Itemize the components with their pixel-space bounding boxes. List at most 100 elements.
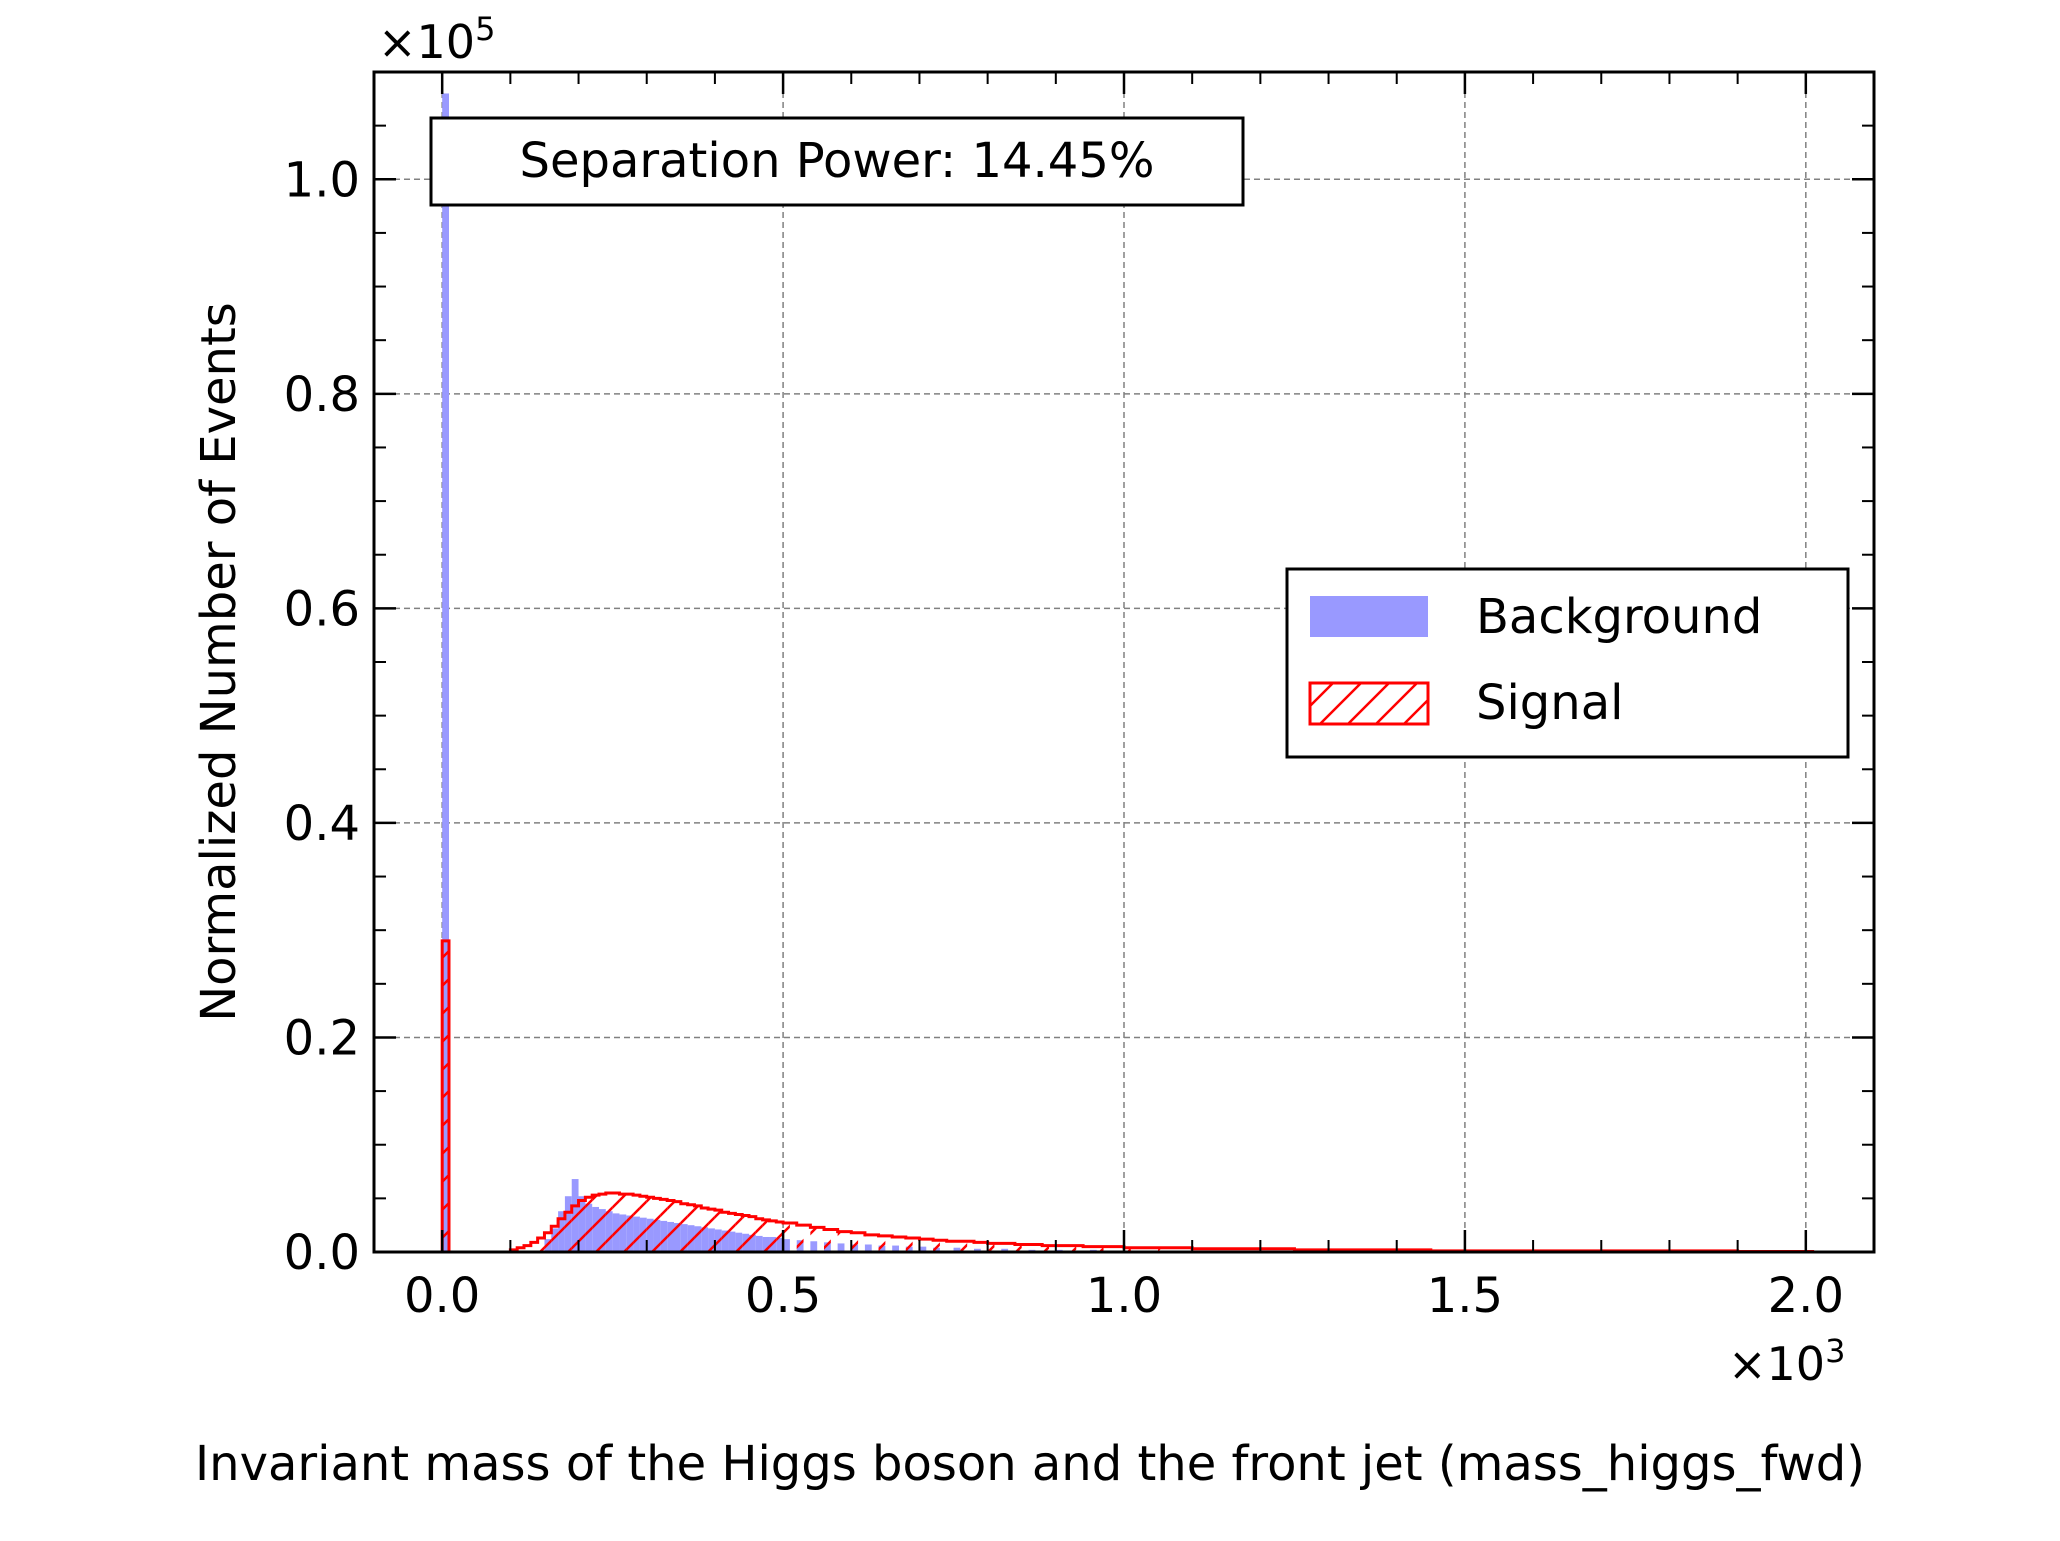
signal-bar (824, 1229, 831, 1252)
signal-bar (810, 1227, 818, 1252)
signal-bar (1158, 1247, 1165, 1252)
signal-bar (1124, 1247, 1131, 1252)
signal-bar (701, 1208, 709, 1252)
y-tick-label: 1.0 (284, 152, 360, 208)
signal-bar (537, 1238, 545, 1252)
signal-bar (442, 940, 449, 1252)
signal-bar (694, 1205, 702, 1252)
signal-bar (974, 1242, 981, 1252)
signal-bar (769, 1220, 777, 1252)
signal-bar (639, 1196, 647, 1252)
x-tick-label: 1.5 (1427, 1268, 1503, 1324)
signal-bar (680, 1203, 688, 1252)
signal-bar (571, 1205, 579, 1252)
signal-bar (667, 1200, 674, 1252)
legend: Background Signal (1285, 567, 1850, 759)
signal-bar (728, 1213, 736, 1252)
signal-bar (933, 1240, 940, 1252)
legend-swatch-background (1310, 596, 1428, 637)
signal-bar (714, 1210, 722, 1252)
x-axis-label: Invariant mass of the Higgs boson and th… (195, 1436, 1865, 1492)
signal-bar (524, 1245, 531, 1252)
legend-label-signal: Signal (1476, 675, 1623, 731)
signal-bar (599, 1194, 606, 1252)
signal-step-outline (508, 1191, 1815, 1252)
signal-bar (592, 1195, 599, 1252)
signal-bar (987, 1243, 995, 1252)
signal-bar (1042, 1245, 1049, 1252)
signal-bar (796, 1225, 804, 1252)
signal-bar (749, 1216, 756, 1252)
signal-bar (776, 1221, 784, 1252)
y-tick-label: 0.6 (284, 581, 360, 637)
signal-bar (558, 1218, 565, 1252)
signal-bar (1028, 1244, 1036, 1252)
y-tick-label: 0.8 (284, 367, 360, 423)
histogram-bars (440, 93, 1815, 1252)
signal-bar (660, 1199, 668, 1252)
signal-bar (626, 1194, 634, 1252)
signal-bar (755, 1218, 763, 1252)
signal-bar (919, 1239, 927, 1252)
signal-bar (783, 1223, 790, 1252)
signal-bar (1226, 1248, 1234, 1252)
x-multiplier: ×103 (1728, 1332, 1845, 1391)
y-axis-label: Normalized Number of Events (191, 302, 247, 1022)
signal-bar (605, 1193, 613, 1252)
signal-bar (1110, 1246, 1118, 1252)
annotation-box (429, 116, 1245, 207)
signal-bar (551, 1226, 559, 1252)
signal-bar (946, 1241, 954, 1252)
signal-bar (864, 1234, 872, 1252)
signal-spike-outline (440, 939, 451, 1252)
y-multiplier: ×105 (378, 10, 495, 69)
signal-bar (1083, 1246, 1090, 1252)
signal-bar (742, 1215, 749, 1252)
separation-power-annotation: Separation Power: 14.45% (429, 116, 1245, 207)
signal-bar (1055, 1245, 1063, 1252)
signal-bar (708, 1209, 715, 1252)
signal-bar (1260, 1248, 1268, 1252)
x-tick-label: 0.0 (404, 1268, 480, 1324)
background-bar (442, 93, 449, 1252)
signal-bar (578, 1200, 586, 1252)
signal-bar (1001, 1243, 1009, 1252)
signal-bar (653, 1198, 661, 1252)
signal-bar (905, 1238, 913, 1252)
signal-bar (530, 1242, 538, 1252)
signal-bar (721, 1212, 729, 1252)
legend-label-background: Background (1476, 589, 1762, 645)
y-tick-label: 0.4 (284, 796, 360, 852)
signal-bar (687, 1204, 695, 1252)
signal-bar (646, 1197, 654, 1252)
legend-swatch-signal (1308, 681, 1430, 726)
signal-bar (735, 1214, 743, 1252)
signal-bar (851, 1232, 859, 1252)
signal-bar (633, 1195, 640, 1252)
signal-bar (1192, 1248, 1199, 1252)
background-bar (953, 1247, 961, 1252)
signal-bar (1069, 1245, 1077, 1252)
x-tick-label: 0.5 (745, 1268, 821, 1324)
signal-bar (837, 1231, 845, 1252)
signal-bar (544, 1232, 552, 1252)
axis-ticks (373, 71, 1875, 1254)
signal-bar (960, 1241, 968, 1252)
signal-bar (674, 1201, 681, 1252)
x-tick-label: 1.0 (1086, 1268, 1162, 1324)
signal-bar (892, 1236, 899, 1252)
signal-bar (762, 1219, 770, 1252)
axis-tick-labels: 0.0 0.5 1.0 1.5 2.0 0.0 0.2 0.4 0.6 0.8 1.0 (284, 152, 1844, 1324)
signal-bar (564, 1212, 572, 1252)
signal-bar (1014, 1244, 1022, 1252)
signal-bar (585, 1197, 593, 1252)
annotation-text: Separation Power: 14.45% (520, 133, 1155, 189)
signal-bar (1096, 1246, 1104, 1252)
x-tick-label: 2.0 (1768, 1268, 1844, 1324)
y-tick-label: 0.2 (284, 1010, 360, 1066)
y-tick-label: 0.0 (284, 1225, 360, 1281)
signal-bar (878, 1235, 886, 1252)
signal-bar (619, 1194, 627, 1252)
signal-bar (612, 1193, 620, 1252)
